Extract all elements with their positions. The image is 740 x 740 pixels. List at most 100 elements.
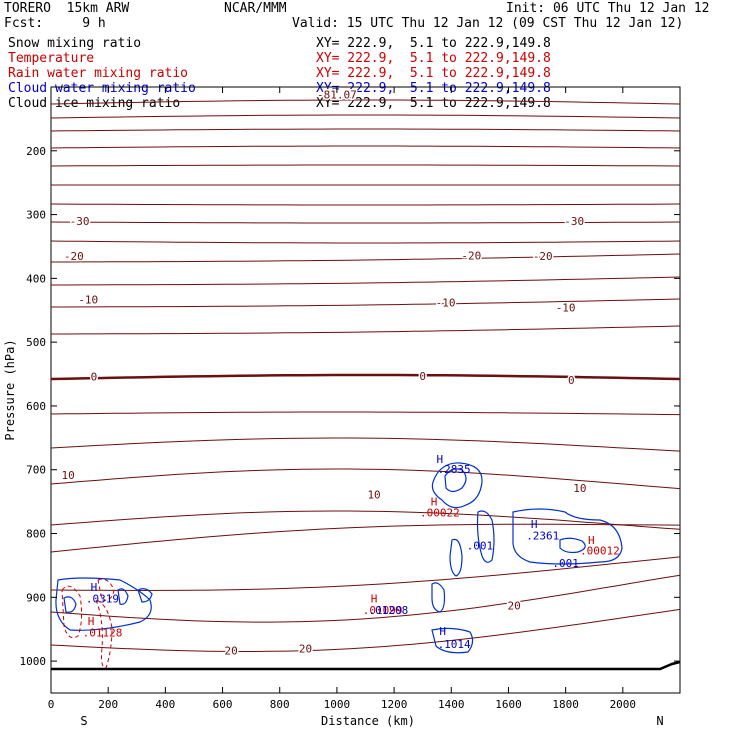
legend-label-temperature: Temperature: [8, 51, 95, 66]
extremum-label: H: [531, 518, 538, 531]
isotherm: [50, 203, 681, 206]
rain-water-contour: [97, 578, 115, 601]
legend-label-cloud-water: Cloud water mixing ratio: [8, 81, 196, 96]
cloud-water-contours: [55, 462, 623, 654]
isotherm-label: -20: [461, 249, 481, 262]
cloud-water-contour: [512, 508, 623, 565]
isotherm-label: 0: [419, 370, 426, 383]
isotherm: [51, 325, 681, 335]
cloud-water-contour: [63, 596, 77, 613]
extremum-label: .001: [552, 557, 579, 570]
y-tick-label: 700: [26, 464, 46, 477]
isotherm: [51, 253, 681, 263]
extremum-label: H: [437, 453, 444, 466]
x-tick-label: 1600: [495, 698, 522, 711]
y-axis-label: Pressure (hPa): [3, 339, 17, 440]
extremum-label: .01208: [368, 604, 408, 617]
legend-range-cloud-water: XY= 222.9, 5.1 to 222.9,149.8: [316, 81, 551, 96]
isotherm-label: -10: [556, 302, 576, 315]
isotherm-label: 20: [224, 644, 237, 657]
y-tick-label: 500: [26, 336, 46, 349]
extremum-label: .00012: [580, 545, 620, 558]
legend-label-snow: Snow mixing ratio: [8, 36, 142, 51]
isotherm: [51, 276, 681, 286]
legend-range-temperature: XY= 222.9, 5.1 to 222.9,149.8: [316, 51, 551, 66]
isotherm: [50, 240, 681, 244]
plot-frame: [50, 86, 681, 694]
terrain-line: [51, 660, 681, 671]
cloud-water-contour: [431, 582, 446, 613]
isotherm-label: -10: [436, 297, 456, 310]
cloud-water-contour: [449, 538, 463, 577]
isotherm: [51, 298, 681, 308]
extremum-label: H: [371, 593, 378, 606]
extremum-label: .0319: [86, 593, 119, 606]
legend-range-snow: XY= 222.9, 5.1 to 222.9,149.8: [316, 36, 551, 51]
y-tick-label: 400: [26, 272, 46, 285]
isotherm: [50, 468, 681, 490]
x-tick-label: 1000: [324, 698, 351, 711]
cloud-water-contour: [476, 510, 495, 563]
rain-water-contour: [61, 585, 83, 639]
isotherm: [50, 523, 681, 553]
valid-label: Valid: 15 UTC Thu 12 Jan 12 (09 CST Thu …: [292, 16, 684, 31]
isotherm-label: -30: [70, 215, 90, 228]
axes: 0 200 400 600 800 1000 1200 1400 1600 1800 2000200…: [20, 87, 680, 711]
extremum-label: .2835: [438, 463, 471, 476]
model-label: TORERO 15km ARW: [4, 1, 130, 16]
isotherm-label: 10: [573, 482, 586, 495]
x-tick-label: 800: [270, 698, 290, 711]
y-tick-label: 200: [26, 145, 46, 158]
legend-label-rain: Rain water mixing ratio: [8, 66, 189, 81]
x-tick-label: 1400: [438, 698, 465, 711]
legend-range-rain: XY= 222.9, 5.1 to 222.9,149.8: [316, 66, 551, 81]
isotherm-label: -20: [64, 250, 84, 263]
init-label: Init: 06 UTC Thu 12 Jan 12: [506, 1, 710, 16]
x-axis-label: Distance (km): [321, 714, 415, 728]
y-tick-label: 900: [26, 591, 46, 604]
extremum-label: .00022: [420, 506, 460, 519]
isotherm: [50, 556, 681, 592]
contour-labels: -81.07 -30 -30 -20 -20 -20 -10 -10 -10 0 0 0 10 10 10 2…: [60, 87, 620, 659]
x-tick-label: 600: [213, 698, 233, 711]
x-tick-label: 1200: [381, 698, 408, 711]
extremum-label: H: [439, 625, 446, 638]
isotherm: [50, 574, 681, 623]
isotherm: [50, 145, 681, 149]
extremum-label: H: [88, 615, 95, 628]
isotherm: [50, 128, 681, 132]
isotherm: [50, 99, 681, 105]
x-tick-label: 2000: [610, 698, 637, 711]
cloud-water-contour: [431, 462, 483, 509]
extremum-label: .01099: [363, 604, 403, 617]
cloud-water-contour: [137, 588, 153, 603]
isotherm-label: -81.07: [317, 89, 357, 102]
cloud-water-contour: [431, 627, 474, 654]
x-tick-label: 0: [48, 698, 55, 711]
isotherm-label: 0: [568, 374, 575, 387]
isotherm-label: 10: [367, 489, 380, 502]
forecast-label: Fcst: 9 h: [4, 16, 106, 31]
cloud-water-contour: [444, 468, 467, 493]
x-tick-label: 1800: [552, 698, 579, 711]
isotherm-label: 10: [62, 469, 75, 482]
extremum-label: .001: [467, 540, 494, 553]
isotherm-label: -30: [564, 215, 584, 228]
extremum-label: .01128: [83, 626, 123, 639]
extremum-label: H: [588, 534, 595, 547]
terrain-line: [51, 660, 681, 671]
isotherm: [50, 164, 681, 167]
cloud-water-contour: [559, 537, 586, 554]
cloud-water-contour: [55, 577, 152, 631]
extremum-label: H: [431, 496, 438, 509]
y-tick-label: 600: [26, 400, 46, 413]
y-tick-label: 300: [26, 209, 46, 222]
isotherm: [50, 510, 681, 530]
x-tick-label: 200: [98, 698, 118, 711]
isotherm-label: 0: [91, 371, 98, 384]
extremum-label: H: [91, 581, 98, 594]
x-axis-south: S: [80, 714, 87, 728]
isotherm-label: -20: [533, 250, 553, 263]
isotherm: [50, 221, 681, 224]
isotherm: [50, 437, 681, 452]
